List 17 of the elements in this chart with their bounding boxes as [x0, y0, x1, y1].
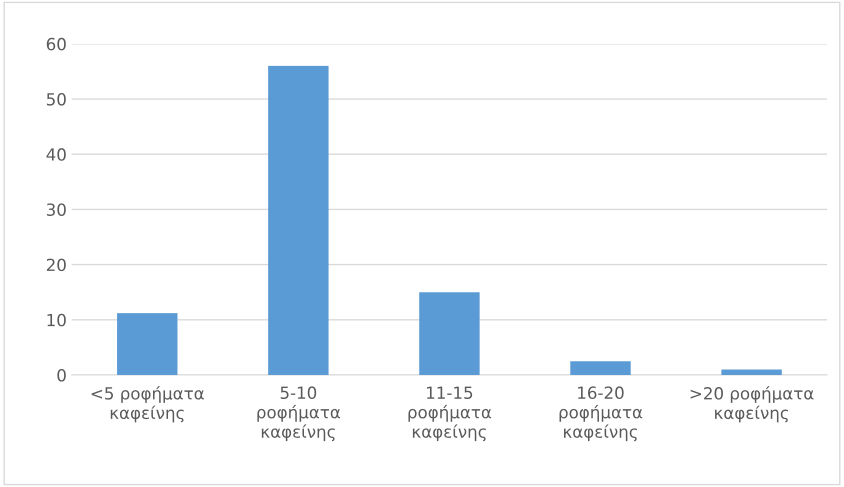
- bar: [268, 66, 329, 375]
- bar: [117, 313, 178, 375]
- y-tick-label: 20: [46, 258, 66, 272]
- y-tick-label: 60: [46, 38, 66, 50]
- y-tick-label: 0: [57, 368, 66, 382]
- x-tick-label: <5 ροφήματα καφείνης: [92, 386, 204, 422]
- y-tick-label: 10: [48, 314, 66, 326]
- bar: [419, 292, 480, 375]
- x-tick-label: >20 ροφήματα καφείνης: [690, 386, 814, 422]
- y-tick-label: 40: [46, 148, 66, 161]
- bar: [570, 361, 631, 375]
- y-tick-label: 30: [46, 203, 66, 216]
- y-tick-label: 50: [46, 92, 66, 106]
- bar: [721, 369, 782, 375]
- x-tick-label: 11-15 ροφήματα καφείνης: [408, 386, 492, 442]
- x-tick-label: 5-10 ροφήματα καφείνης: [257, 386, 340, 442]
- x-tick-label: 16-20 ροφήματα καφείνης: [560, 386, 642, 442]
